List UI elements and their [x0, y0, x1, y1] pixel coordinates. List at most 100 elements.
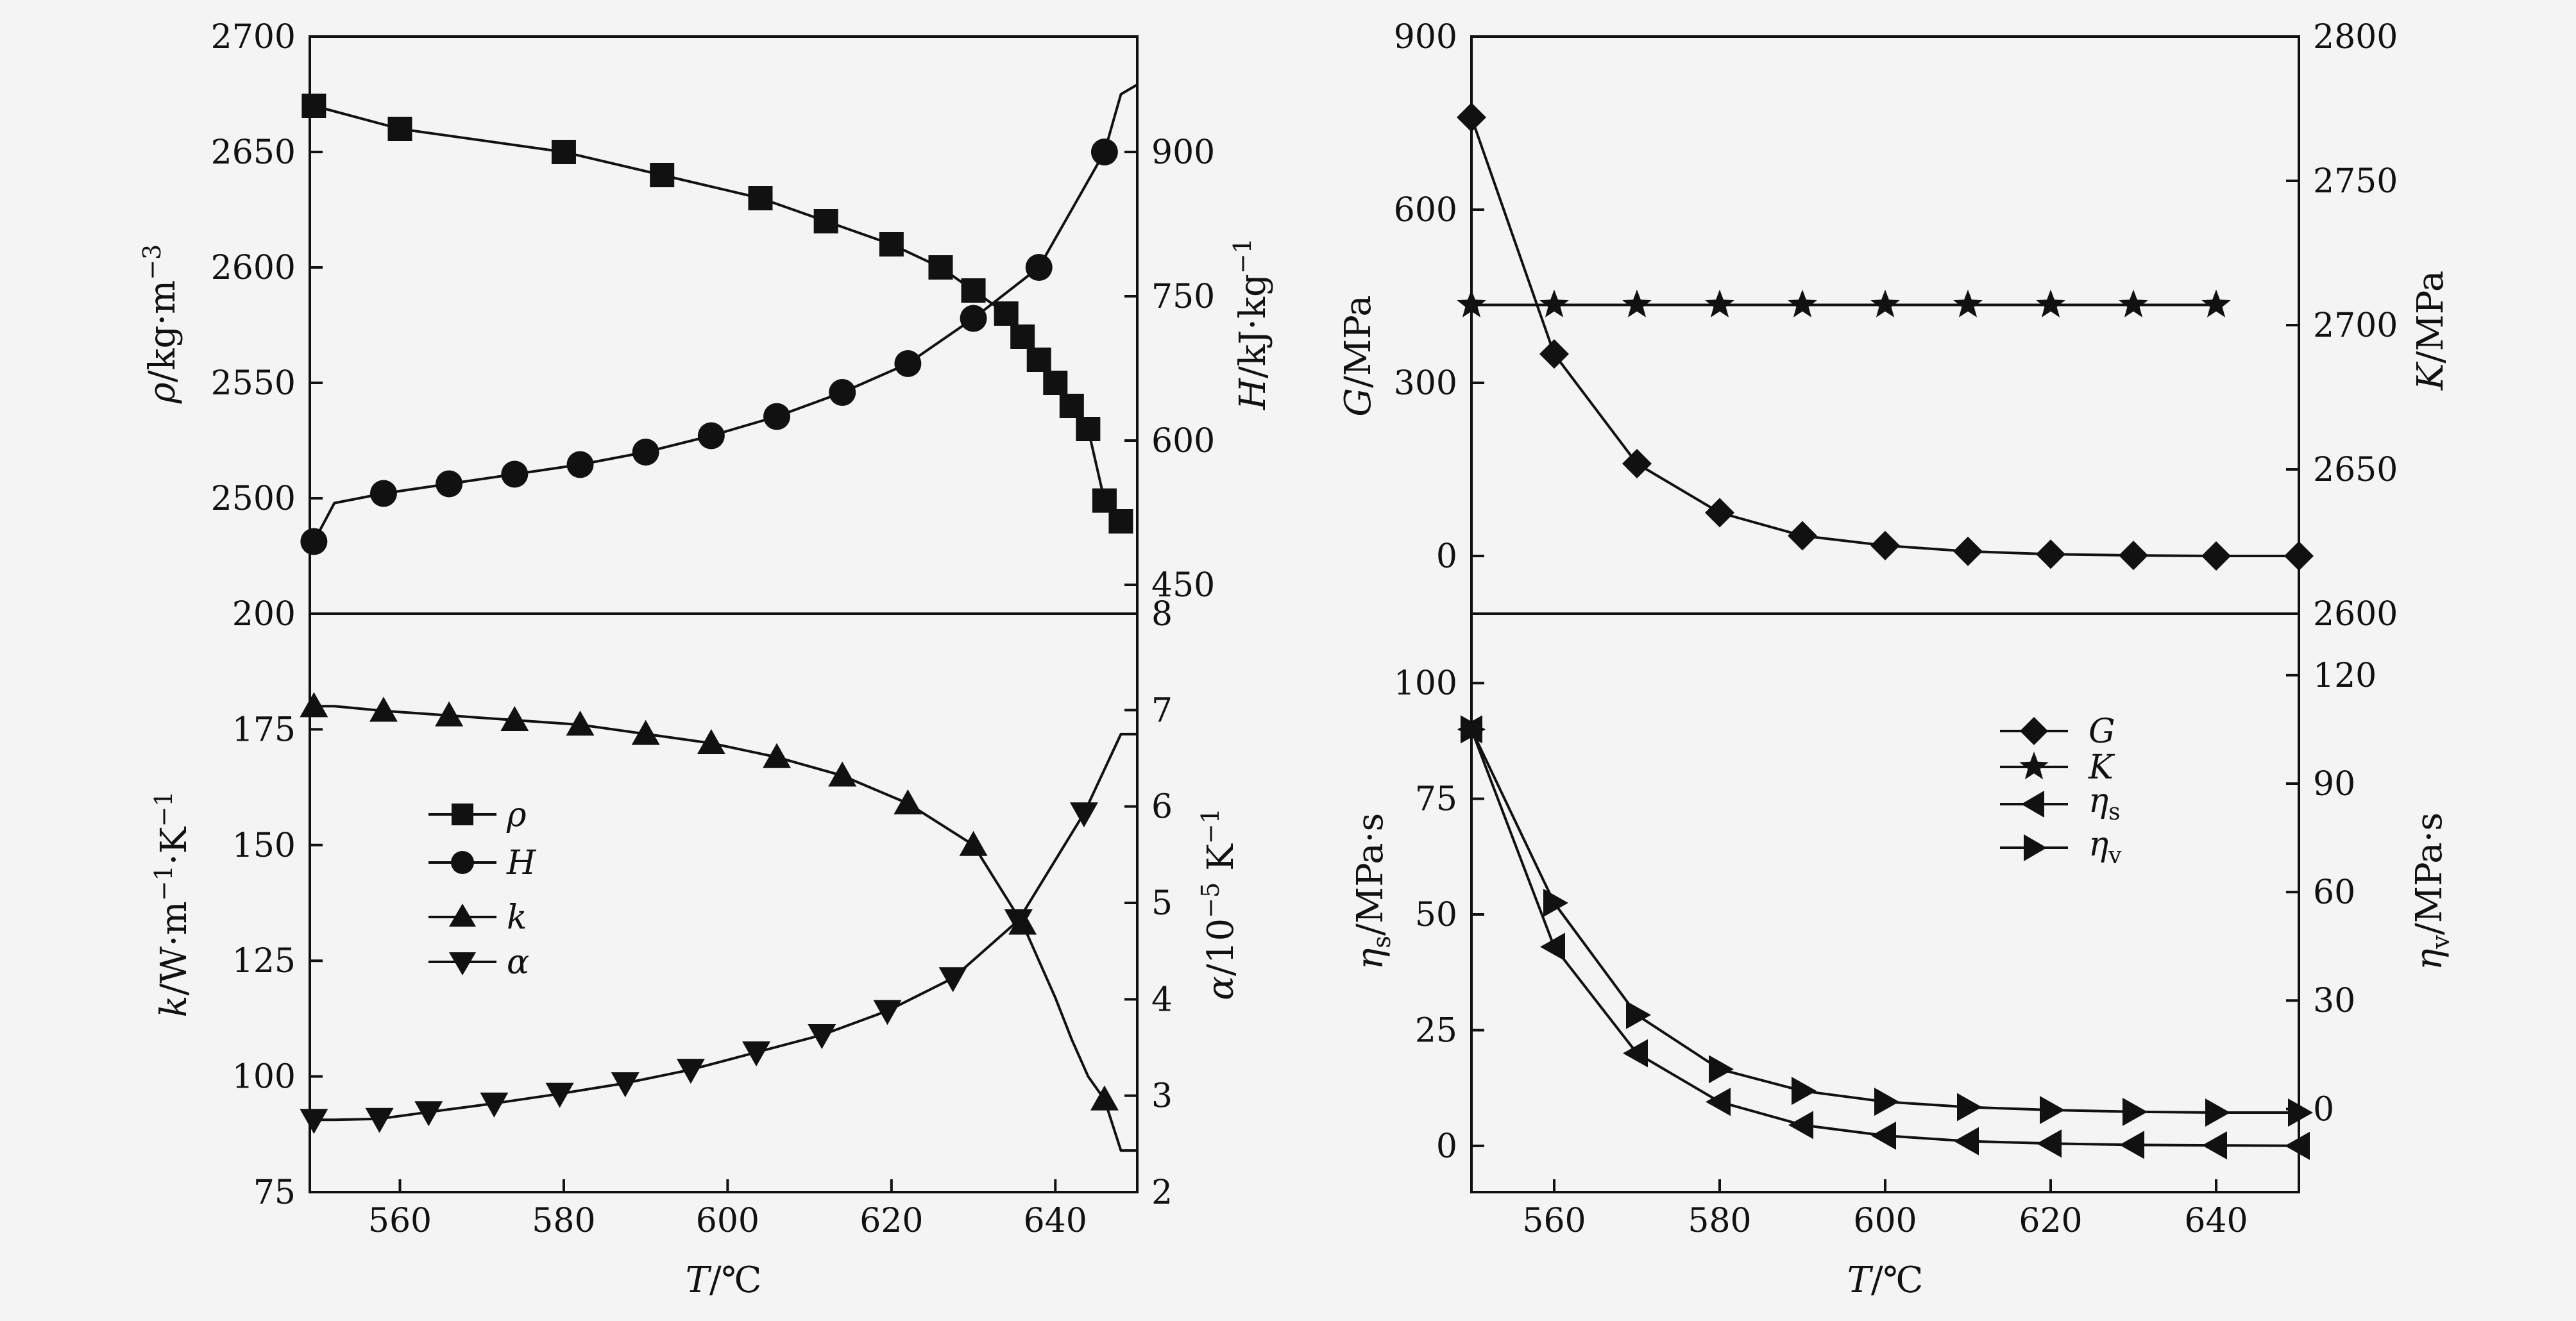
bl-left-tick-label: 100 — [232, 1058, 296, 1097]
bl-point-triangle-up — [828, 761, 857, 787]
bl-point-triangle-up — [763, 743, 792, 768]
tr-left-axis-label: G/MPa — [1337, 295, 1379, 417]
br-point-triangle-right — [1874, 1088, 1899, 1116]
bl-left-axis-exponent-2: −1 — [149, 791, 178, 827]
bl-point-triangle-down — [414, 1101, 443, 1127]
tr-point-diamond — [2284, 541, 2314, 571]
tr-point-star — [1953, 289, 1983, 317]
br-point-triangle-right — [2288, 1098, 2313, 1127]
bl-point-triangle-down — [938, 967, 967, 993]
bl-right-tick-label: 5 — [1151, 884, 1173, 923]
tl-left-axis-exponent: −3 — [138, 244, 166, 280]
tl-point-square — [1092, 488, 1117, 513]
tl-point-square — [551, 140, 576, 164]
br-point-triangle-right — [1543, 889, 1568, 917]
legend-right-marker-triangle-right — [2024, 834, 2047, 861]
bl-x-axis-unit: /℃ — [709, 1259, 762, 1301]
tr-left-axis-symbol: G — [1337, 388, 1379, 417]
br-point-triangle-left — [2119, 1131, 2144, 1159]
bl-right-axis-exponent-1: −5 — [1196, 882, 1224, 918]
bl-left-axis-symbol: k — [153, 996, 195, 1018]
legend-right-label-g: G — [2089, 712, 2115, 751]
bl-point-triangle-up — [959, 830, 988, 856]
tr-left-tick-label: 0 — [1436, 537, 1457, 576]
br-point-triangle-left — [2285, 1131, 2310, 1160]
bl-x-tick-label: 580 — [532, 1202, 595, 1240]
legend-left-marker-square — [452, 804, 473, 825]
tl-line-circle — [312, 83, 1139, 543]
tl-point-square — [994, 301, 1019, 326]
tr-point-diamond — [1539, 339, 1569, 369]
tl-point-square — [748, 186, 773, 210]
br-point-triangle-right — [2123, 1097, 2148, 1126]
tl-point-square — [879, 232, 904, 257]
tl-point-circle — [566, 451, 594, 478]
br-point-triangle-right — [1461, 715, 1486, 744]
tr-point-diamond — [1457, 103, 1486, 132]
legend-right-marker-diamond — [2020, 717, 2048, 745]
tr-right-axis-unit: /MPa — [2410, 271, 2452, 364]
br-x-axis-label: T/℃ — [1847, 1259, 1924, 1301]
bl-point-triangle-down — [1069, 802, 1098, 828]
bl-left-tick-label: 75 — [253, 1174, 296, 1212]
bl-right-tick-label: 7 — [1151, 691, 1173, 730]
bl-x-axis-label: T/℃ — [686, 1259, 762, 1301]
bl-point-triangle-down — [873, 1000, 902, 1025]
br-x-tick-label: 640 — [2184, 1202, 2248, 1240]
tl-point-circle — [1025, 254, 1053, 281]
bl-right-axis-unit-1: /10 — [1200, 918, 1242, 976]
bl-right-tick-label: 2 — [1151, 1174, 1173, 1212]
br-x-tick-label: 560 — [1522, 1202, 1586, 1240]
tl-left-axis-symbol: ρ — [142, 382, 183, 404]
tr-point-diamond — [2119, 541, 2148, 571]
bl-point-triangle-down — [365, 1107, 394, 1133]
bl-point-triangle-down — [676, 1059, 705, 1084]
legend-right-entry-k: K — [2000, 748, 2115, 787]
br-left-tick-label: 100 — [1394, 664, 1457, 703]
br-left-axis-subscript: s — [1368, 936, 1396, 948]
tr-right-axis-symbol: K — [2410, 361, 2452, 391]
tl-right-axis-exponent: −1 — [1228, 238, 1257, 274]
bl-left-tick-label: 125 — [232, 942, 296, 980]
legend-right-marker-triangle-left — [2021, 791, 2044, 818]
br-left-tick-label: 75 — [1415, 780, 1457, 819]
tl-point-square — [928, 255, 953, 280]
br-right-tick-label: 60 — [2313, 873, 2355, 912]
bl-point-triangle-up — [300, 692, 328, 718]
br-right-tick-label: 120 — [2313, 657, 2377, 695]
bl-line-triangle-down — [314, 732, 1137, 1122]
legend-left: ρ H k α — [428, 796, 537, 982]
bl-left-tick-label: 200 — [232, 595, 296, 634]
legend-right-entry-g: G — [2000, 712, 2115, 751]
bl-point-triangle-up — [566, 711, 595, 736]
bl-point-triangle-up — [369, 696, 398, 722]
br-left-axis-symbol: η — [1350, 948, 1391, 970]
tr-point-star — [1622, 289, 1652, 317]
legend-right-label-eta-v: ηv — [2089, 825, 2122, 869]
br-point-triangle-right — [2205, 1098, 2230, 1127]
legend-right-eta-s-symbol: η — [2089, 782, 2108, 820]
bl-point-triangle-up — [697, 729, 725, 755]
br-point-triangle-right — [1709, 1055, 1734, 1084]
legend-right-eta-s-subscript: s — [2108, 799, 2120, 825]
br-point-triangle-left — [1706, 1088, 1731, 1116]
tr-point-star — [1457, 289, 1486, 317]
legend-left-marker-circle — [451, 851, 474, 874]
br-point-triangle-left — [2202, 1131, 2227, 1160]
br-x-tick-label: 600 — [1853, 1202, 1917, 1240]
tl-point-square — [1010, 324, 1035, 349]
bl-left-axis-exponent-1: −1 — [149, 865, 178, 901]
tl-point-circle — [894, 350, 922, 377]
bl-right-tick-label: 8 — [1151, 595, 1173, 634]
bl-point-triangle-down — [742, 1041, 771, 1067]
bl-point-triangle-down — [300, 1109, 328, 1134]
tl-right-tick-label: 750 — [1151, 278, 1215, 316]
bl-line-triangle-up — [314, 705, 1137, 1152]
tl-point-circle — [960, 305, 987, 332]
tl-point-square — [650, 163, 675, 187]
legend-left-entry-alpha: α — [428, 943, 529, 982]
tr-point-diamond — [1870, 530, 1900, 560]
